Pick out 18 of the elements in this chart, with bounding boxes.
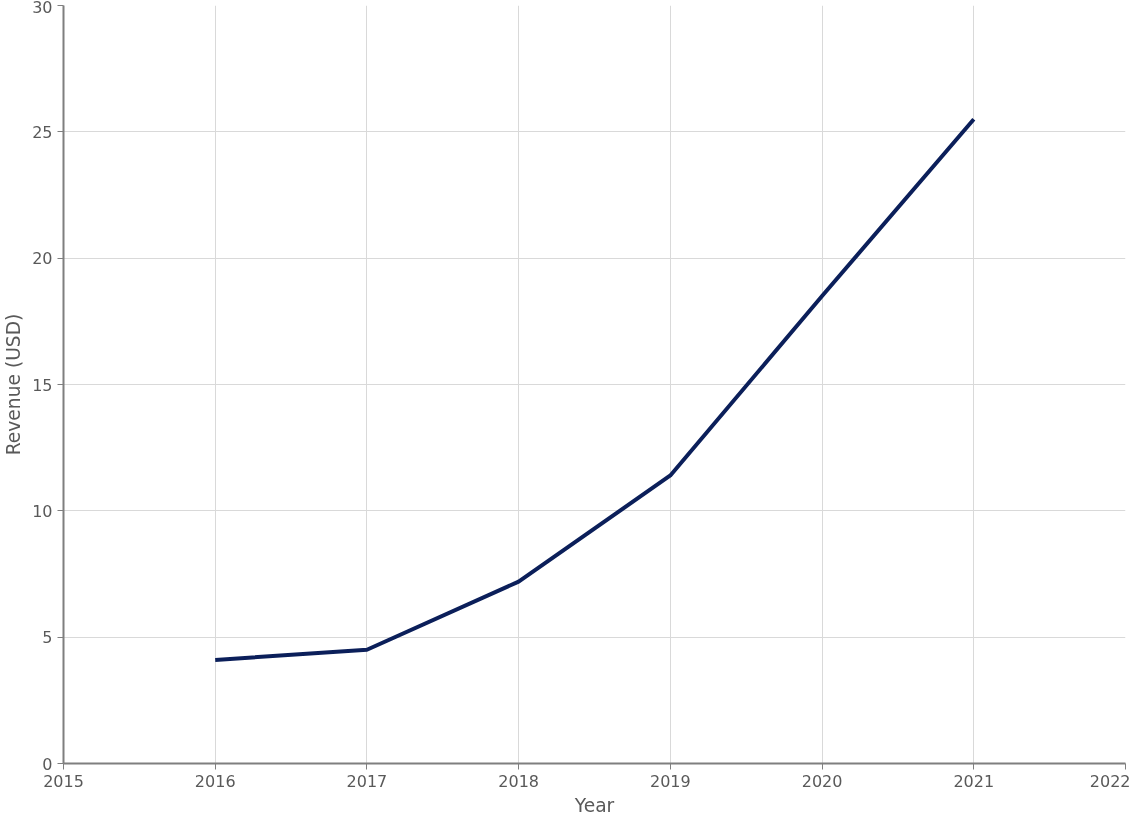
y-tick-label: 5 — [42, 628, 53, 648]
y-tick-label: 25 — [32, 122, 53, 142]
y-tick-label: 30 — [32, 0, 53, 17]
y-tick-label: 20 — [32, 249, 53, 269]
y-tick-label: 0 — [42, 754, 53, 774]
x-axis-title: Year — [573, 794, 615, 816]
x-tick-label: 2020 — [801, 771, 843, 791]
line-series — [213, 117, 976, 662]
y-tick-label: 15 — [32, 375, 53, 395]
y-tick-label: 10 — [32, 501, 53, 521]
x-tick-label: 2018 — [498, 771, 539, 791]
x-tick-label: 2015 — [43, 771, 84, 791]
x-tick-label: 2022 — [1089, 771, 1131, 791]
x-tick-label: 2021 — [953, 771, 995, 791]
x-tick-label: 2017 — [346, 771, 388, 791]
x-tick-label: 2019 — [650, 771, 691, 791]
y-axis-title: Revenue (USD) — [3, 313, 25, 456]
x-tick-label: 2016 — [194, 771, 236, 791]
